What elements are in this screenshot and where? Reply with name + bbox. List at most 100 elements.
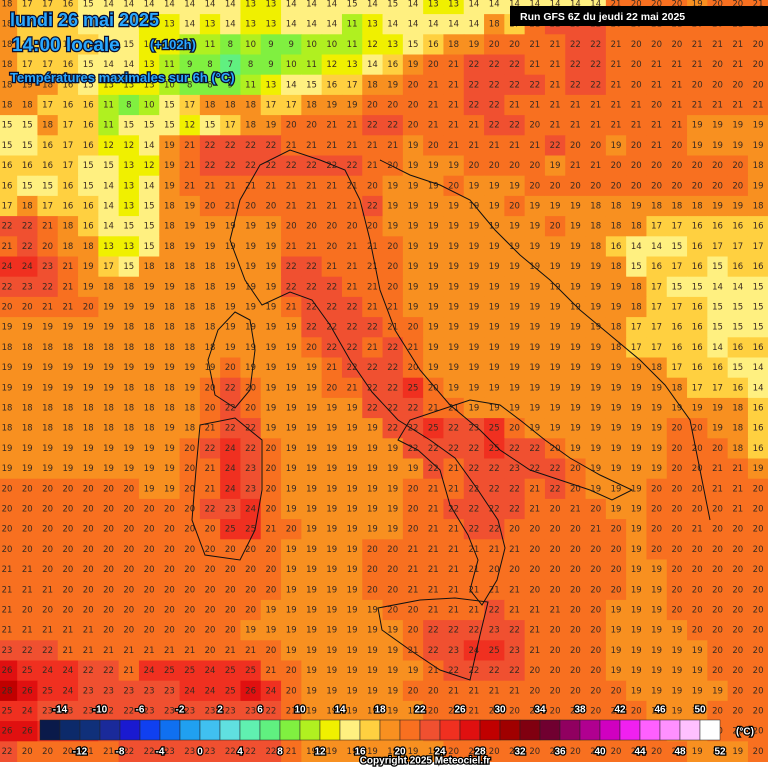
- temp-value: 18: [123, 343, 134, 353]
- temp-cell: [585, 559, 607, 581]
- temp-value: 20: [590, 585, 601, 595]
- temp-value: 15: [306, 80, 317, 90]
- temp-value: 21: [732, 464, 743, 474]
- temp-cell: [605, 54, 627, 76]
- temp-value: 21: [428, 121, 439, 131]
- temp-cell: [98, 34, 120, 55]
- temp-value: 20: [2, 505, 13, 515]
- temp-value: 19: [306, 363, 317, 373]
- temp-value: 20: [651, 101, 662, 111]
- temp-cell: [0, 195, 18, 217]
- temp-value: 20: [712, 565, 723, 575]
- temp-cell: [382, 94, 404, 116]
- temp-value: 19: [123, 303, 134, 313]
- temp-value: 15: [712, 262, 723, 272]
- temp-cell: [220, 175, 241, 197]
- temp-value: 20: [692, 505, 703, 515]
- legend-swatch: [559, 719, 581, 741]
- temp-value: 19: [448, 383, 459, 393]
- temp-cell: [179, 94, 201, 116]
- temp-value: 20: [164, 565, 175, 575]
- temp-value: 20: [367, 565, 378, 575]
- temp-value: 19: [225, 303, 236, 313]
- temp-cell: [240, 539, 262, 560]
- temp-value: 22: [448, 424, 459, 434]
- temp-value: 19: [570, 444, 581, 454]
- temp-value: 12: [103, 141, 114, 151]
- temp-cell: [605, 539, 627, 560]
- temp-cell: [17, 115, 38, 136]
- temp-cell: [463, 175, 485, 197]
- temp-value: 19: [387, 686, 398, 696]
- temp-value: 22: [509, 484, 520, 494]
- temp-cell: [240, 498, 262, 520]
- temp-value: 19: [550, 343, 561, 353]
- legend-label: 50: [694, 705, 706, 716]
- temp-cell: [423, 438, 444, 459]
- legend-label: 48: [674, 747, 686, 758]
- temp-cell: [220, 74, 241, 96]
- temp-cell: [382, 458, 404, 480]
- temp-cell: [565, 256, 587, 278]
- temp-value: 19: [367, 646, 378, 656]
- temp-value: 19: [631, 626, 642, 636]
- temp-cell: [17, 438, 38, 459]
- temp-value: 16: [692, 262, 703, 272]
- temp-cell: [727, 34, 749, 55]
- temp-cell: [687, 397, 708, 419]
- temp-value: 20: [753, 585, 764, 595]
- temp-cell: [747, 478, 768, 500]
- temp-cell: [524, 155, 546, 177]
- temp-cell: [544, 498, 566, 520]
- temp-cell: [707, 377, 729, 399]
- temp-cell: [687, 195, 708, 217]
- temp-cell: [423, 579, 444, 601]
- temp-cell: [443, 357, 465, 379]
- temp-value: 19: [408, 262, 419, 272]
- temp-value: 15: [205, 121, 216, 131]
- temp-cell: [402, 74, 424, 96]
- temp-cell: [707, 54, 729, 76]
- temp-value: 21: [184, 181, 195, 191]
- temp-cell: [504, 478, 526, 500]
- temp-cell: [524, 216, 546, 237]
- temp-cell: [220, 14, 241, 35]
- temp-value: 15: [712, 303, 723, 313]
- temp-value: 20: [367, 181, 378, 191]
- temp-cell: [646, 397, 668, 419]
- temp-cell: [0, 498, 18, 520]
- temp-cell: [707, 175, 729, 197]
- temp-value: 19: [408, 141, 419, 151]
- temp-value: 19: [184, 222, 195, 232]
- temp-cell: [37, 115, 59, 136]
- temp-cell: [727, 74, 749, 96]
- temp-value: 16: [62, 60, 73, 70]
- temp-value: 20: [732, 686, 743, 696]
- temp-value: 19: [164, 424, 175, 434]
- temp-value: 19: [225, 262, 236, 272]
- temp-cell: [727, 236, 749, 257]
- temp-cell: [199, 256, 221, 278]
- temp-cell: [78, 94, 99, 116]
- temp-cell: [37, 54, 59, 76]
- temp-value: 16: [692, 242, 703, 252]
- temp-value: 19: [83, 262, 94, 272]
- temp-cell: [443, 0, 465, 15]
- field-title: Températures maximales sur 6h (°C): [10, 70, 235, 85]
- temp-cell: [57, 539, 79, 560]
- temp-value: 18: [184, 343, 195, 353]
- temp-cell: [585, 216, 607, 237]
- temp-cell: [727, 216, 749, 237]
- temp-value: 22: [205, 444, 216, 454]
- temp-cell: [118, 296, 140, 318]
- temp-value: 18: [83, 424, 94, 434]
- temp-cell: [321, 14, 343, 35]
- temp-cell: [524, 135, 546, 156]
- temp-cell: [179, 155, 201, 177]
- temp-cell: [220, 195, 241, 217]
- temp-cell: [179, 498, 201, 520]
- temp-value: 20: [42, 747, 53, 757]
- temp-value: 21: [468, 707, 479, 717]
- temp-value: 19: [428, 262, 439, 272]
- legend-swatch: [259, 719, 281, 741]
